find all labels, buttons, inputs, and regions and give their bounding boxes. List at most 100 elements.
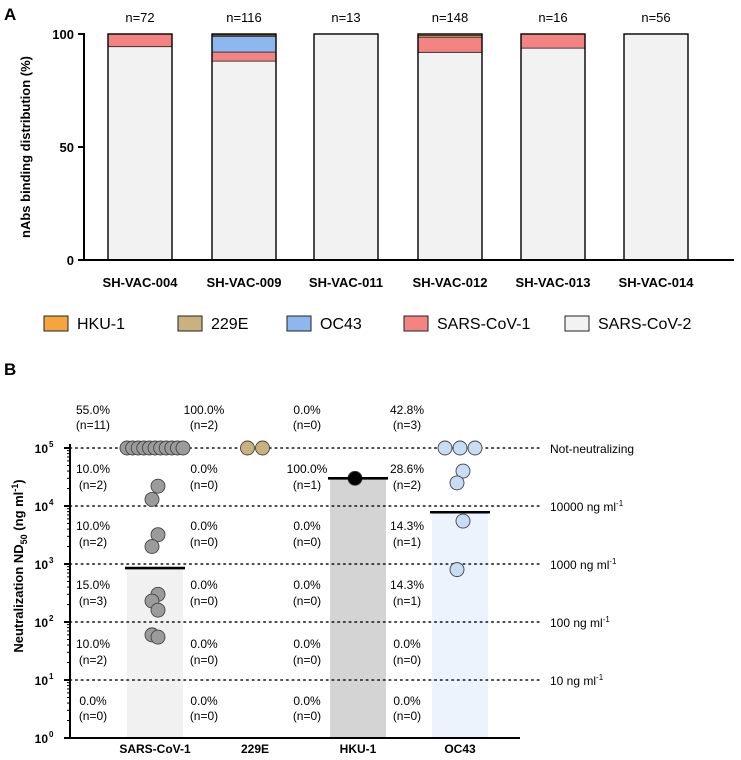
ref-label-100-ng-ml: 100 ng ml-1 — [550, 615, 610, 630]
panel-a-label: A — [4, 5, 16, 24]
point-oc43-2 — [467, 440, 483, 456]
n-label-sh-vac-012: n=148 — [432, 10, 469, 25]
panel-b-y-axis-label-main: Neutralization ND — [11, 544, 26, 652]
point-oc43-3 — [455, 463, 471, 479]
panel-a-y-axis-label: nAbs binding distribution (%) — [18, 56, 33, 238]
bar-sh-vac-013-sars-cov-1 — [520, 33, 586, 49]
x-tick-label-sh-vac-009: SH-VAC-009 — [207, 275, 282, 290]
x-tick-label-sh-vac-012: SH-VAC-012 — [413, 275, 488, 290]
bar-sh-vac-011-sars-cov-2 — [313, 33, 379, 261]
x-tick-label-sh-vac-004: SH-VAC-004 — [103, 275, 179, 290]
bin-n-sars-cov-1-1: (n=2) — [79, 478, 107, 492]
bin-pct-229e-4: 0.0% — [190, 637, 218, 651]
panel-a-bars: n=72 n=116 n=13 n=148 n=16 n=56 — [107, 10, 689, 261]
bin-n-oc43-4: (n=0) — [393, 653, 421, 667]
panel-b-label-text: B — [4, 360, 16, 379]
point-sars-cov-1-19 — [150, 629, 166, 645]
bin-pct-sars-cov-1-5: 0.0% — [79, 694, 107, 708]
panel-b-y-axis-label: Neutralization ND50 (ng ml-1) — [10, 479, 29, 652]
ref-label-not-neutralizing: Not-neutralizing — [550, 442, 634, 456]
panel-b-y-axis-label-unit: (ng ml — [11, 492, 26, 535]
x-tick-label-sh-vac-013: SH-VAC-013 — [516, 275, 591, 290]
b-y-tick-exp-5: 5 — [49, 440, 54, 449]
legend-label-sars-cov-1: SARS-CoV-1 — [437, 316, 530, 333]
panel-b: B Not-neutralizing 10000 ng ml-1 1000 ng m… — [4, 360, 634, 756]
bin-n-sars-cov-1-2: (n=2) — [79, 535, 107, 549]
b-y-tick-label-3: 10 — [35, 558, 49, 572]
point-229e-0 — [240, 440, 255, 456]
legend-swatch-hku-1 — [43, 315, 69, 332]
bin-n-oc43-3: (n=1) — [393, 594, 421, 608]
n-label-sh-vac-013: n=16 — [538, 10, 567, 25]
n-label-sh-vac-011: n=13 — [331, 10, 360, 25]
bin-pct-oc43-1: 28.6% — [390, 462, 424, 476]
b-y-tick-exp-0: 0 — [49, 730, 54, 739]
bin-n-oc43-2: (n=1) — [393, 535, 421, 549]
bin-pct-hku-1-4: 0.0% — [293, 637, 321, 651]
panel-b-group-shading — [127, 478, 488, 738]
bin-pct-229e-0: 100.0% — [184, 403, 225, 417]
ref-label-1000-ng-ml: 1000 ng ml-1 — [550, 557, 617, 572]
y-tick-label-50: 50 — [60, 140, 74, 155]
bin-pct-hku-1-3: 0.0% — [293, 578, 321, 592]
legend-swatch-sars-cov-1 — [403, 315, 429, 332]
panel-b-bin-percentages: 55.0%(n=11) 10.0% (n=2) 10.0% (n=2) 15.0% (n=3… — [76, 403, 424, 723]
bin-n-oc43-0: (n=3) — [393, 418, 421, 432]
shade-oc43 — [432, 512, 488, 738]
b-y-tick-label-0: 10 — [35, 732, 49, 746]
bin-pct-sars-cov-1-0: 55.0% — [76, 403, 110, 417]
point-sars-cov-1-13 — [150, 527, 166, 543]
bin-pct-oc43-0: 42.8% — [390, 403, 424, 417]
b-y-tick-exp-1: 1 — [49, 672, 54, 681]
point-oc43-0 — [437, 440, 453, 456]
bin-n-hku-1-1: (n=1) — [293, 478, 321, 492]
bin-pct-oc43-3: 14.3% — [390, 578, 424, 592]
bin-pct-sars-cov-1-4: 10.0% — [76, 637, 110, 651]
bin-n-hku-1-3: (n=0) — [293, 594, 321, 608]
n-label-sh-vac-009: n=116 — [226, 10, 262, 25]
legend-label-229e: 229E — [211, 316, 248, 333]
bar-sh-vac-009-sars-cov-1 — [211, 51, 277, 62]
y-tick-label-0: 0 — [67, 253, 74, 268]
panel-a-axes: SH-VAC-004 SH-VAC-009 SH-VAC-011 SH-VAC-012… — [52, 27, 734, 290]
bin-n-229e-4: (n=0) — [190, 653, 218, 667]
point-oc43-5 — [455, 513, 471, 529]
bin-pct-hku-1-2: 0.0% — [293, 519, 321, 533]
bin-pct-sars-cov-1-1: 10.0% — [76, 462, 110, 476]
panel-b-points — [119, 440, 483, 645]
point-sars-cov-1-10 — [175, 440, 191, 456]
bin-pct-hku-1-0: 0.0% — [293, 403, 321, 417]
point-sars-cov-1-14 — [144, 539, 160, 554]
bin-pct-229e-5: 0.0% — [190, 694, 218, 708]
point-oc43-6 — [449, 562, 465, 578]
bin-n-oc43-1: (n=2) — [393, 478, 421, 492]
b-y-tick-exp-3: 3 — [49, 556, 54, 565]
point-229e-1 — [255, 440, 270, 456]
x-tick-label-sh-vac-014: SH-VAC-014 — [619, 275, 695, 290]
legend-swatch-sars-cov-2 — [564, 315, 590, 332]
bar-sh-vac-012-sars-cov-2 — [417, 51, 483, 261]
bin-pct-oc43-2: 14.3% — [390, 519, 424, 533]
panel-b-y-axis-label-sub: 50 — [19, 534, 29, 544]
bin-pct-oc43-4: 0.0% — [393, 637, 421, 651]
bar-sh-vac-009-sars-cov-2 — [211, 60, 277, 261]
bin-n-229e-0: (n=2) — [190, 418, 218, 432]
b-y-tick-label-2: 10 — [35, 616, 49, 630]
bar-sh-vac-004-sars-cov-2 — [107, 46, 173, 261]
x-tick-label-sh-vac-011: SH-VAC-011 — [309, 275, 383, 290]
bar-sh-vac-004-sars-cov-1 — [107, 33, 173, 48]
legend-label-hku-1: HKU-1 — [77, 316, 125, 333]
bin-n-hku-1-5: (n=0) — [293, 709, 321, 723]
point-sars-cov-1-11 — [150, 478, 166, 494]
y-tick-label-100: 100 — [52, 27, 74, 42]
b-x-tick-label-oc43: OC43 — [444, 742, 476, 756]
point-sars-cov-1-12 — [144, 491, 160, 507]
point-sars-cov-1-17 — [150, 602, 166, 618]
b-y-tick-label-5: 10 — [35, 442, 49, 456]
legend-swatch-229e — [177, 315, 203, 332]
ref-label-10000-ng-ml: 10000 ng ml-1 — [550, 499, 624, 514]
bar-sh-vac-009-oc43 — [211, 35, 277, 53]
bin-pct-229e-3: 0.0% — [190, 578, 218, 592]
